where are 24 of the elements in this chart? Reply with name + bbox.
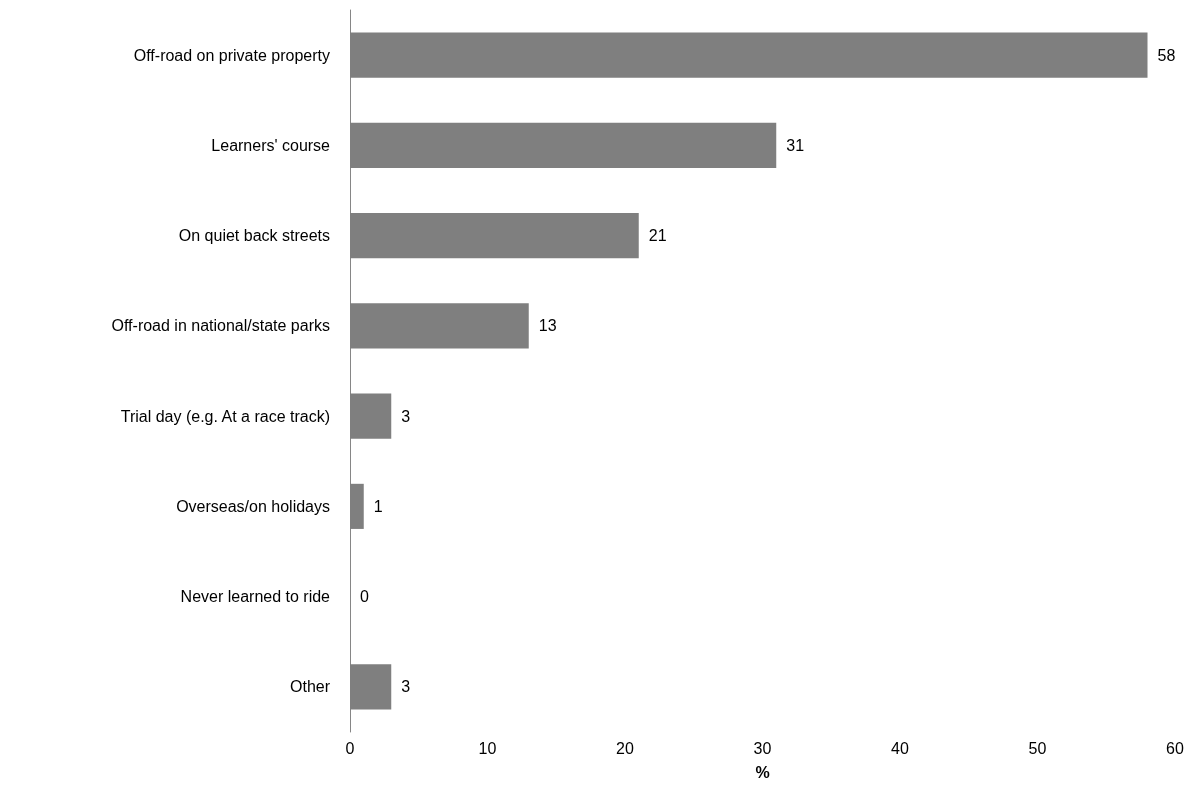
y-tick-label: On quiet back streets	[178, 227, 330, 245]
x-tick-label: 10	[478, 739, 497, 757]
y-tick-label: Trial day (e.g. At a race track)	[120, 407, 330, 425]
y-tick-label: Off-road in national/state parks	[111, 317, 330, 335]
data-label: 1	[373, 497, 383, 515]
data-label: 58	[1157, 46, 1176, 64]
data-label: 31	[786, 136, 805, 154]
y-tick-label: Never learned to ride	[180, 588, 331, 606]
data-label: 21	[648, 227, 667, 245]
x-tick-label: 60	[1166, 739, 1184, 757]
data-label: 3	[401, 407, 411, 425]
y-tick-label: Other	[289, 678, 331, 696]
x-tick-label: 40	[891, 739, 909, 757]
y-tick-label: Off-road on private property	[133, 46, 330, 64]
x-axis-title: %	[755, 763, 770, 781]
x-tick-label: 20	[616, 739, 634, 757]
y-tick-label: Overseas/on holidays	[176, 497, 330, 515]
data-label: 3	[401, 678, 411, 696]
data-label: 13	[538, 317, 557, 335]
x-tick-label: 30	[753, 739, 772, 757]
x-tick-label: 0	[345, 739, 355, 757]
data-label: 0	[360, 588, 369, 606]
x-tick-label: 50	[1028, 739, 1047, 757]
y-tick-label: Learners' course	[211, 136, 331, 154]
